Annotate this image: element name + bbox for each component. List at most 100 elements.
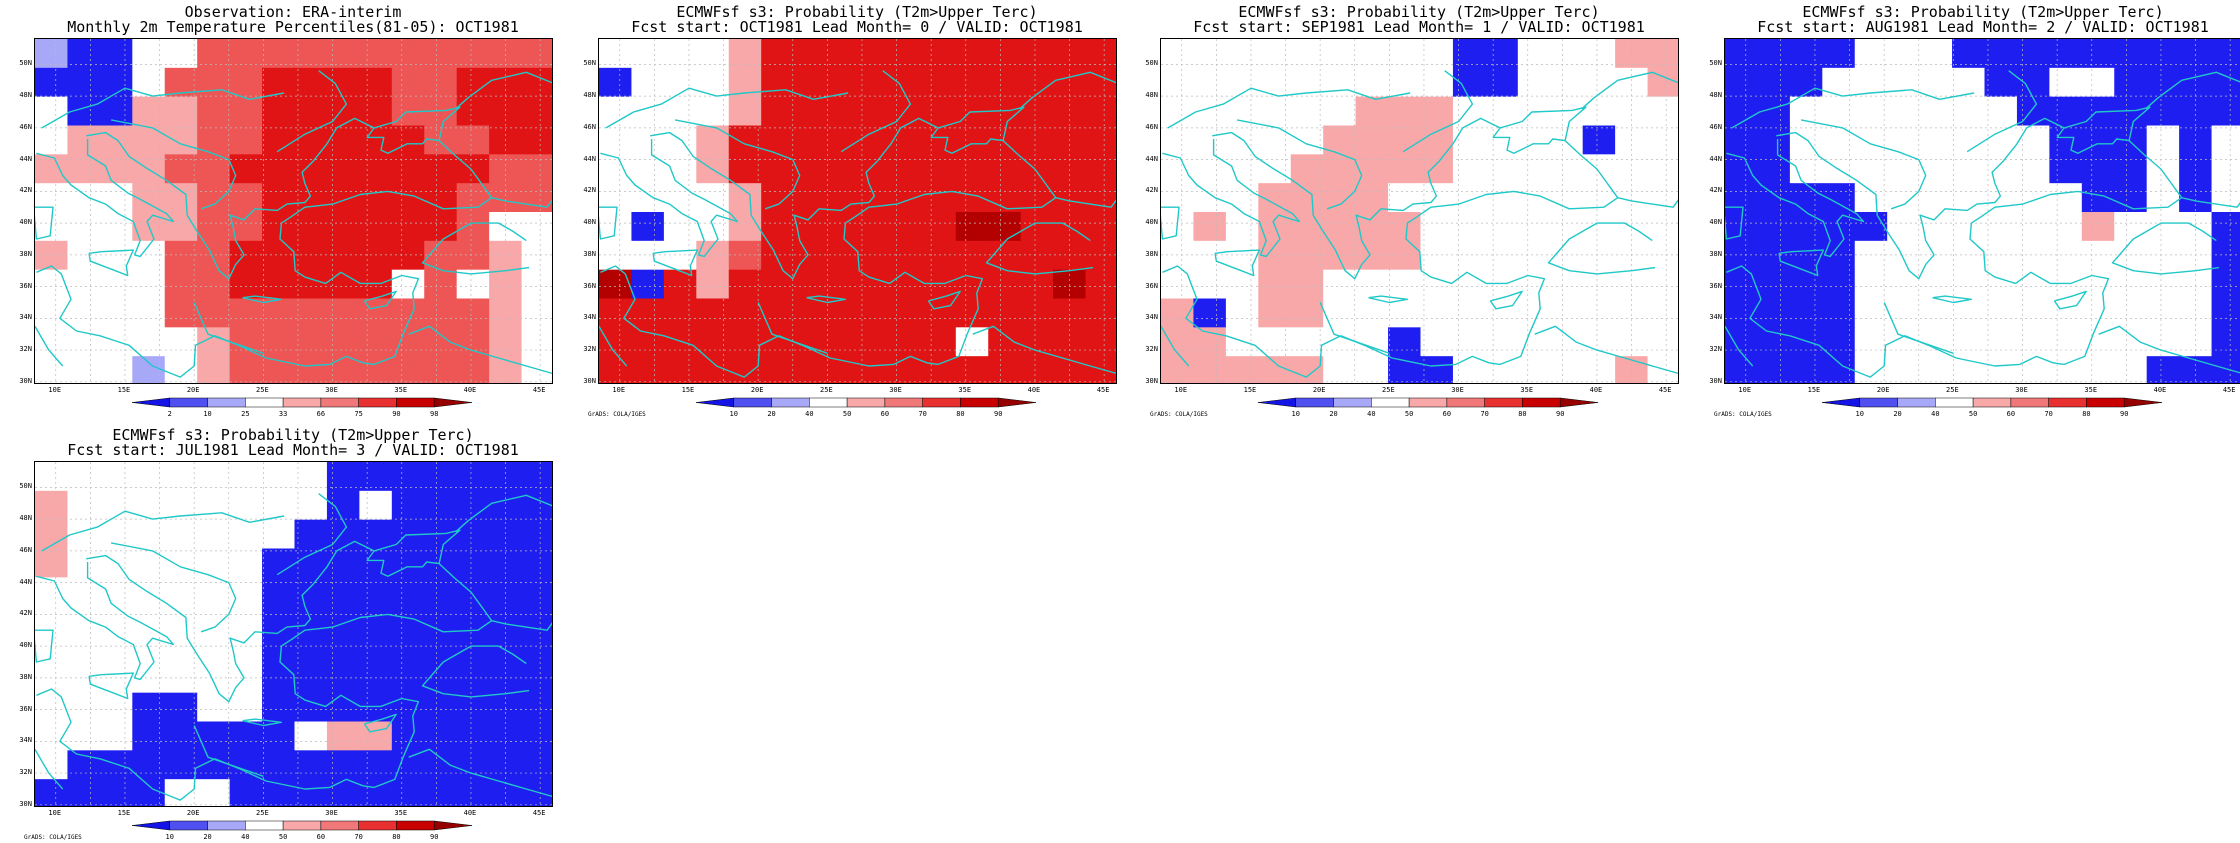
grid-cell: [456, 125, 490, 155]
grid-cell: [424, 298, 458, 328]
grid-cell: [1757, 240, 1791, 271]
grid-cell: [359, 125, 393, 155]
grid-cell: [99, 154, 133, 184]
grid-cell: [1757, 183, 1791, 213]
coastline: [1547, 222, 1656, 275]
colorbar-segment: [1408, 397, 1448, 408]
grid-cell: [35, 779, 69, 806]
y-tick-label: 46N: [1145, 122, 1158, 131]
y-tick-label: 30N: [1709, 376, 1722, 385]
grid-cell: [197, 96, 231, 127]
x-tick-label: 15E: [1243, 386, 1257, 394]
grid-cell: [67, 298, 101, 328]
grid-cell: [521, 212, 552, 242]
grid-cell: [793, 67, 827, 98]
grid-cell: [521, 183, 552, 213]
coastline: [1534, 325, 1678, 375]
grid-cell: [164, 356, 198, 383]
coastline: [455, 494, 552, 533]
grid-cell: [1290, 125, 1324, 155]
grid-cell: [1225, 212, 1259, 242]
grid-cell: [1161, 96, 1195, 127]
grid-cell: [761, 96, 795, 127]
grid-cell: [1789, 96, 1823, 127]
grid-cell: [1388, 67, 1422, 98]
coastline: [1055, 197, 1116, 208]
grid-cell: [391, 154, 425, 184]
grid-cell: [424, 462, 458, 492]
grid-cell: [1647, 212, 1678, 242]
y-tick-label: 48N: [583, 91, 596, 100]
grid-cell: [294, 721, 328, 751]
grid-cell: [35, 183, 69, 213]
colorbar-segment: [1897, 397, 1936, 408]
grid-cell: [858, 240, 892, 271]
grid-cell: [1550, 356, 1584, 383]
grid-cell: [1020, 327, 1054, 357]
grid-cell: [890, 212, 924, 242]
grid-cell: [1193, 327, 1227, 357]
y-tick-label: 38N: [19, 672, 32, 681]
grid-cell: [1290, 154, 1324, 184]
grid-cell: [728, 183, 762, 213]
grid-cell: [262, 462, 296, 492]
grid-cell: [1550, 154, 1584, 184]
x-tick-label: 45E: [532, 386, 546, 394]
colorbar-segment: [131, 820, 171, 831]
grid-cell: [1854, 39, 1888, 69]
coastline: [35, 629, 54, 663]
grid-cell: [164, 298, 198, 328]
y-tick-label: 32N: [1709, 345, 1722, 354]
grid-cell: [35, 125, 69, 155]
grid-cell: [67, 327, 101, 357]
grid-cell: [1420, 154, 1454, 184]
grid-cell: [1789, 240, 1823, 271]
grid-cell: [1952, 39, 1986, 69]
grid-cell: [262, 692, 296, 723]
grid-cell: [599, 154, 633, 184]
colorbar-label: 10: [203, 410, 212, 418]
grid-cell: [35, 519, 69, 550]
grid-cell: [424, 692, 458, 723]
grid-cell: [1161, 269, 1195, 300]
colorbar-label: 10: [1855, 410, 1864, 418]
coastline: [757, 302, 828, 354]
grid-cell: [2016, 67, 2050, 98]
grid-cell: [521, 692, 552, 723]
coastline: [600, 140, 1057, 378]
grid-cell: [1355, 39, 1389, 69]
grid-cell: [164, 240, 198, 271]
grid-cell: [826, 298, 860, 328]
map-canvas: [35, 462, 552, 806]
grid-cell: [262, 327, 296, 357]
coastline: [652, 249, 698, 277]
grid-cell: [326, 67, 360, 98]
grid-cell: [890, 67, 924, 98]
colorbar-label: 98: [430, 410, 439, 418]
grid-cell: [1854, 240, 1888, 271]
grid-cell: [1420, 240, 1454, 271]
grid-cell: [1085, 96, 1116, 127]
coastline: [1932, 295, 1973, 304]
grid-cell: [1919, 96, 1953, 127]
colorbar-segment: [2123, 397, 2163, 408]
grid-cell: [1452, 67, 1486, 98]
grid-cell: [424, 67, 458, 98]
coastline: [1726, 140, 2183, 378]
grid-cell: [631, 125, 665, 155]
grid-cell: [663, 240, 697, 271]
grid-cell: [1225, 96, 1259, 127]
grid-cell: [2049, 240, 2083, 271]
grid-cell: [489, 96, 523, 127]
coastline: [86, 106, 461, 280]
grid-cell: [1887, 154, 1921, 184]
grid-cell: [1582, 327, 1616, 357]
grid-cell: [132, 462, 166, 492]
grid-cell: [294, 519, 328, 550]
grid-cell: [858, 183, 892, 213]
grid-cell: [424, 721, 458, 751]
grid-cell: [521, 96, 552, 127]
grid-cell: [294, 577, 328, 607]
grid-cell: [1085, 183, 1116, 213]
colorbar-label: 66: [316, 410, 326, 418]
